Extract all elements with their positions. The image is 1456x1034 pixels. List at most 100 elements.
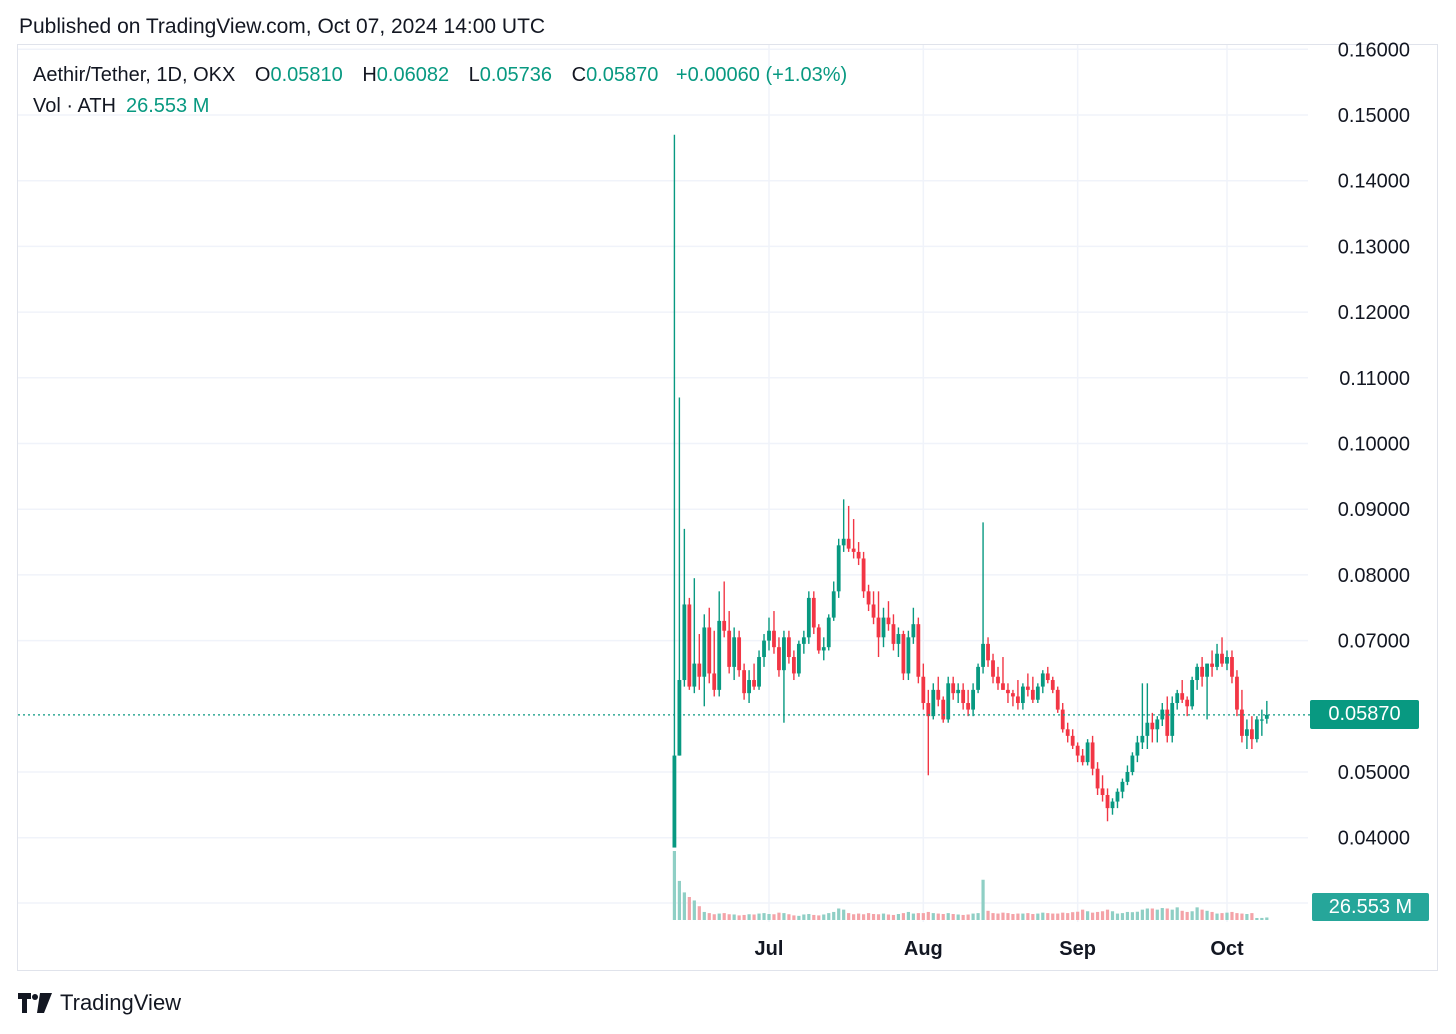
candle-body: [682, 604, 687, 681]
candle-body: [752, 680, 756, 687]
candle-body: [1011, 693, 1015, 697]
volume-bar: [1265, 917, 1269, 920]
change-value: +0.00060 (+1.03%): [675, 64, 848, 86]
candle-body: [767, 630, 771, 641]
volume-bar: [832, 911, 836, 920]
candle-body: [841, 538, 846, 546]
volume-bar: [931, 913, 935, 920]
candle-body: [707, 627, 712, 674]
volume-value: 26.553 M: [126, 95, 210, 117]
volume-bar: [732, 914, 736, 920]
candle-body: [732, 637, 737, 667]
volume-bar: [1205, 910, 1209, 920]
candle-body: [737, 637, 742, 671]
candle-body: [1060, 709, 1065, 730]
volume-bar: [1056, 913, 1060, 920]
candle-body: [1105, 794, 1110, 809]
volume-bar: [976, 913, 980, 920]
volume-bar: [772, 914, 776, 920]
candle-body: [906, 637, 911, 674]
last-volume-tag: 26.553 M: [1312, 893, 1429, 921]
candle-body: [702, 627, 707, 677]
volume-bar: [906, 911, 910, 920]
volume-bar: [961, 914, 965, 920]
low-value: 0.05736: [479, 64, 553, 86]
candle-body: [1210, 663, 1214, 667]
volume-bar: [991, 913, 995, 920]
symbol-label: Aethir/Tether, 1D, OKX: [33, 64, 236, 86]
candle-body: [856, 551, 861, 559]
candle-body: [801, 637, 806, 644]
low-label: L: [468, 64, 480, 86]
volume-bar: [762, 913, 766, 920]
volume-bar: [852, 914, 856, 920]
y-tick-label: 0.11000: [1339, 368, 1410, 390]
volume-bar: [1190, 911, 1194, 920]
volume-bar: [692, 900, 696, 920]
x-tick-label: Sep: [1059, 938, 1096, 960]
volume-bar: [842, 909, 846, 920]
y-tick-label: 0.07000: [1338, 631, 1410, 653]
volume-bar: [1160, 908, 1164, 920]
volume-bar: [996, 913, 1000, 920]
volume-bar: [677, 880, 681, 920]
volume-bar: [1051, 913, 1055, 920]
volume-bar: [1095, 911, 1100, 920]
volume-bar: [1145, 908, 1149, 920]
volume-bar: [1210, 911, 1214, 920]
candle-body: [712, 673, 717, 690]
volume-bar: [1006, 913, 1010, 920]
volume-bar: [797, 915, 801, 920]
candle-body: [1185, 699, 1190, 707]
candle-body: [772, 630, 776, 648]
volume-bar: [787, 914, 791, 920]
volume-bar: [1100, 911, 1105, 920]
volume-bar: [1245, 914, 1249, 920]
candle-body: [677, 680, 682, 756]
candle-body: [777, 647, 781, 671]
y-tick-label: 0.16000: [1338, 39, 1410, 61]
candle-body: [1130, 755, 1135, 772]
volume-bar: [886, 914, 891, 920]
candle-body: [1100, 788, 1105, 795]
candle-body: [1170, 703, 1175, 736]
candle-body: [1110, 801, 1115, 809]
volume-bar: [941, 914, 945, 920]
volume-bar: [1250, 913, 1254, 920]
volume-bar: [901, 913, 906, 920]
candle-body: [1006, 689, 1010, 694]
volume-bar: [747, 914, 751, 920]
open-value: 0.05810: [270, 64, 343, 86]
candle-body: [692, 663, 697, 687]
candle-body: [811, 597, 816, 628]
candle-body: [1220, 653, 1224, 664]
candle-body: [1190, 680, 1195, 707]
candle-body: [846, 538, 851, 549]
candle-body: [757, 657, 761, 687]
candle-body: [966, 703, 971, 710]
candle-body: [991, 660, 995, 677]
candle-body: [1215, 653, 1219, 667]
volume-bar: [1130, 912, 1135, 920]
candle-body: [936, 689, 941, 700]
candle-body: [1090, 742, 1095, 769]
volume-bar: [792, 915, 796, 920]
y-tick-label: 0.13000: [1338, 236, 1410, 258]
candle-body: [931, 689, 936, 717]
volume-bar: [1260, 917, 1264, 920]
candle-body: [851, 548, 856, 552]
volume-bar: [1175, 907, 1179, 920]
volume-bar: [1155, 909, 1159, 920]
volume-bar: [876, 914, 881, 920]
candle-body: [1025, 686, 1030, 690]
volume-bar: [986, 910, 990, 920]
candle-body: [1115, 791, 1120, 802]
footer-brand[interactable]: TradingView: [18, 990, 181, 1016]
volume-bar: [672, 851, 677, 920]
candle-body: [831, 591, 836, 618]
candle-body: [1150, 722, 1155, 730]
candle-body: [1155, 719, 1160, 730]
volume-bar: [921, 913, 925, 920]
volume-bar: [881, 913, 886, 920]
